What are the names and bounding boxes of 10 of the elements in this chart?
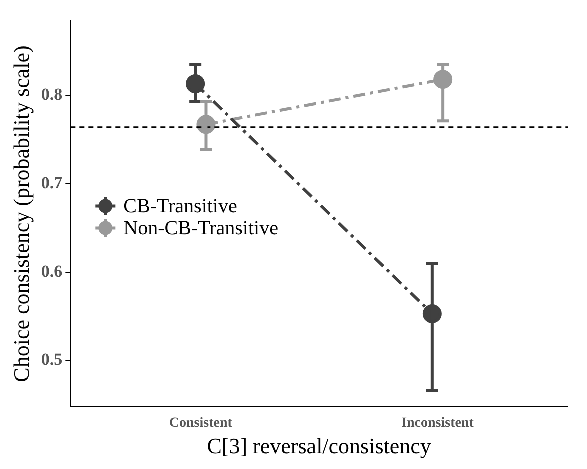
x-tick-label: Inconsistent bbox=[402, 416, 474, 431]
x-tick-label: Consistent bbox=[169, 416, 233, 431]
y-tick-label: 0.7 bbox=[41, 173, 64, 192]
x-axis-title: C[3] reversal/consistency bbox=[207, 434, 432, 459]
y-tick-label: 0.6 bbox=[41, 262, 63, 281]
legend-label: CB-Transitive bbox=[124, 196, 238, 218]
legend-label: Non-CB-Transitive bbox=[124, 218, 279, 240]
y-axis-title: Choice consistency (probability scale) bbox=[8, 46, 34, 382]
y-tick-label: 0.5 bbox=[41, 350, 63, 370]
y-tick-label: 0.8 bbox=[41, 84, 63, 104]
